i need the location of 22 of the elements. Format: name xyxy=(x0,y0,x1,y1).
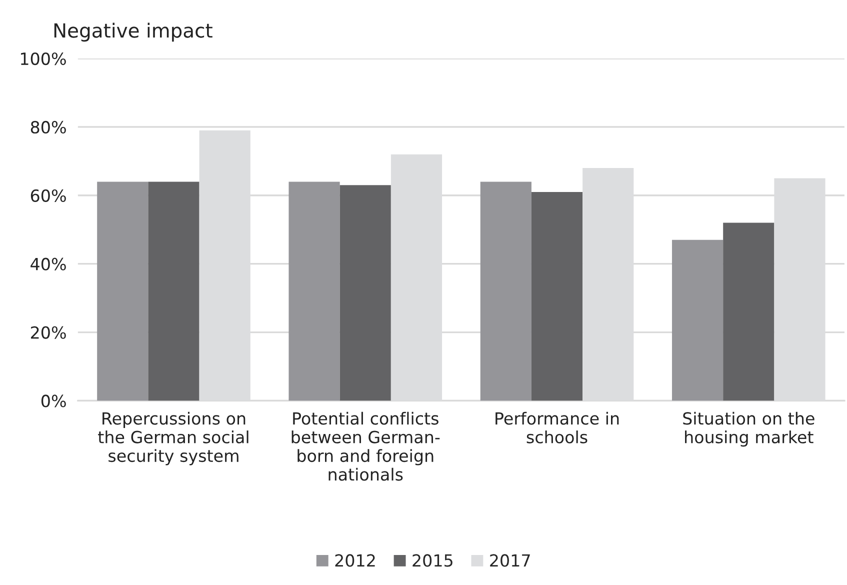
y-tick-label: 60% xyxy=(30,189,66,202)
x-tick-label: Performance in schools xyxy=(496,412,619,444)
y-tick-label: 20% xyxy=(30,326,66,339)
bar xyxy=(672,240,724,401)
y-tick-label: 100% xyxy=(20,52,66,66)
bar xyxy=(97,182,148,401)
y-tick-label: 40% xyxy=(30,258,66,270)
legend-label: 2015 xyxy=(412,554,452,567)
y-tick-label: 0% xyxy=(41,394,66,408)
x-tick-label: Repercussions on the German social security system xyxy=(98,412,248,466)
legend-label: 2017 xyxy=(490,554,530,567)
bar xyxy=(531,192,583,401)
x-tick-label: Potential conflicts between German- born and foreign nationals xyxy=(292,412,440,481)
bar xyxy=(340,185,391,401)
bar xyxy=(288,182,340,401)
bar xyxy=(480,182,532,401)
y-tick-label: 80% xyxy=(30,120,66,134)
legend-label: 2012 xyxy=(335,554,375,567)
bar xyxy=(148,182,200,401)
bar xyxy=(723,222,774,401)
chart-title: Negative impact xyxy=(54,22,212,42)
x-tick-label: Situation on the housing market xyxy=(683,412,814,447)
